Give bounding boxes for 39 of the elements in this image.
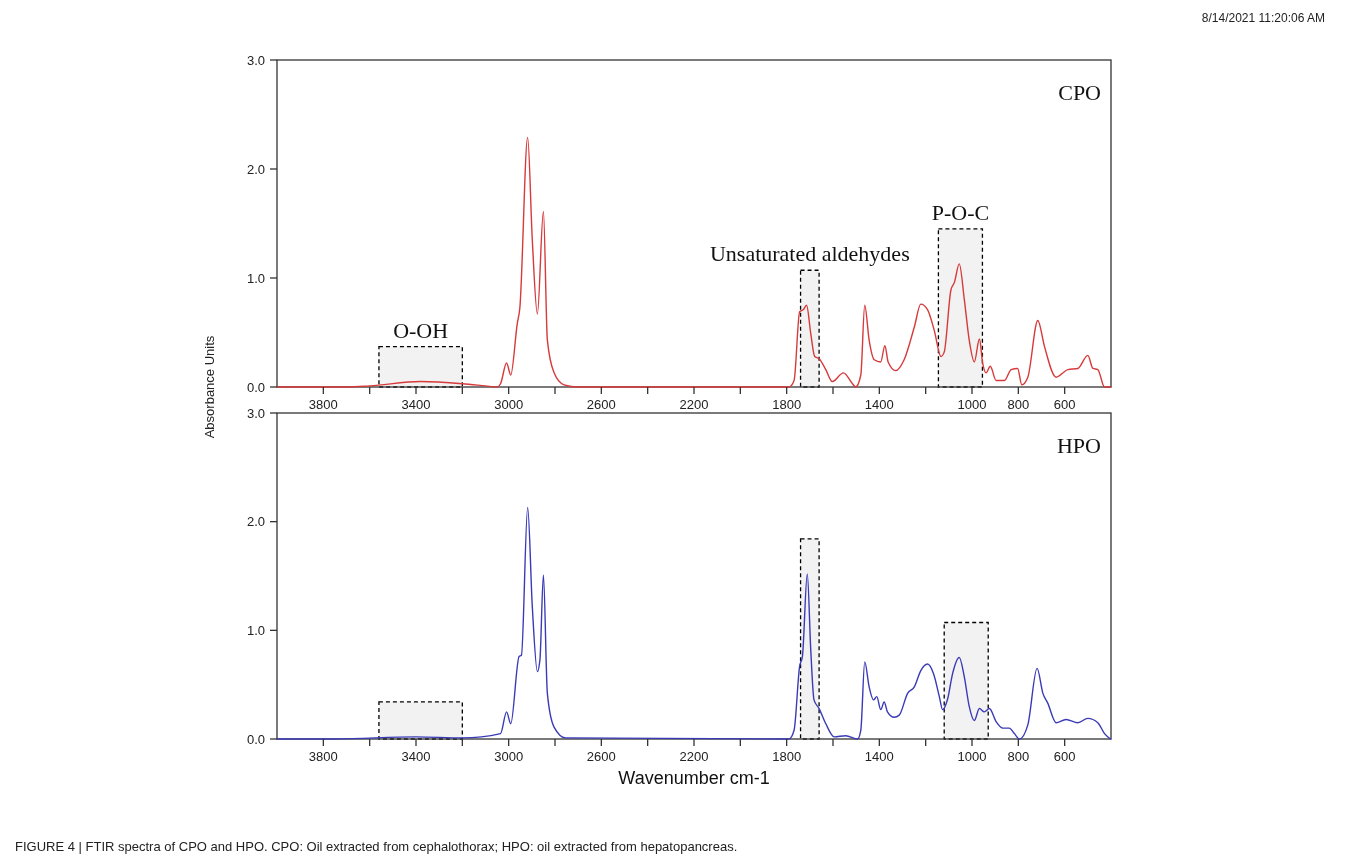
band-label: P-O-C xyxy=(931,199,990,225)
band-label: O-OH xyxy=(393,317,449,343)
line-series xyxy=(276,136,1112,388)
text: HPO xyxy=(1056,433,1101,458)
x-tick-label: 800 xyxy=(1007,749,1030,764)
y-tick-label: 3.0 xyxy=(246,52,265,68)
x-tick-label: 1000 xyxy=(957,749,987,764)
caption: FIGURE 4 | FTIR spectra of CPO and HPO. CPO: Oil extracted from cephalothorax; HPO: oil extracted from hepatopancreas. xyxy=(15,839,738,854)
y-tick-label: 2.0 xyxy=(246,161,265,177)
x-tick-label: 1800 xyxy=(772,749,802,764)
x-tick-label: 1800 xyxy=(772,397,802,412)
x-tick-label: 1400 xyxy=(864,749,894,764)
x-tick-label: 1400 xyxy=(864,397,894,412)
x-tick-label: 3800 xyxy=(308,749,338,764)
y-tick-label: 1.0 xyxy=(246,270,265,286)
x-tick-label: 3400 xyxy=(401,749,431,764)
x-tick-label: 2600 xyxy=(586,749,616,764)
text: CPO xyxy=(1058,80,1101,105)
x-tick-label: 2200 xyxy=(679,397,709,412)
x-axis-title: Wavenumber cm-1 xyxy=(618,768,770,788)
x-tick-label: 3400 xyxy=(401,397,431,412)
x-tick-label: 800 xyxy=(1007,397,1030,412)
x-tick-label: 3000 xyxy=(494,749,524,764)
x-tick-label: 2200 xyxy=(679,749,709,764)
x-tick-label: 600 xyxy=(1053,749,1076,764)
line-series xyxy=(276,506,1112,740)
y-tick-label: 0.0 xyxy=(246,379,265,395)
y-tick-label: 2.0 xyxy=(246,514,265,530)
y-tick-label: 0.0 xyxy=(246,731,265,747)
x-tick-label: 3800 xyxy=(308,397,338,412)
band-label: Unsaturated aldehydes xyxy=(709,241,910,267)
y-axis-title: Absorbance Units xyxy=(202,335,217,439)
x-tick-label: 2600 xyxy=(586,397,616,412)
x-tick-label: 600 xyxy=(1053,397,1076,412)
x-tick-label: 3000 xyxy=(494,397,524,412)
text: 8/14/2021 11:20:06 AM xyxy=(1201,11,1325,25)
y-tick-label: 3.0 xyxy=(246,405,265,421)
y-tick-label: 1.0 xyxy=(246,622,265,638)
x-tick-label: 1000 xyxy=(957,397,987,412)
